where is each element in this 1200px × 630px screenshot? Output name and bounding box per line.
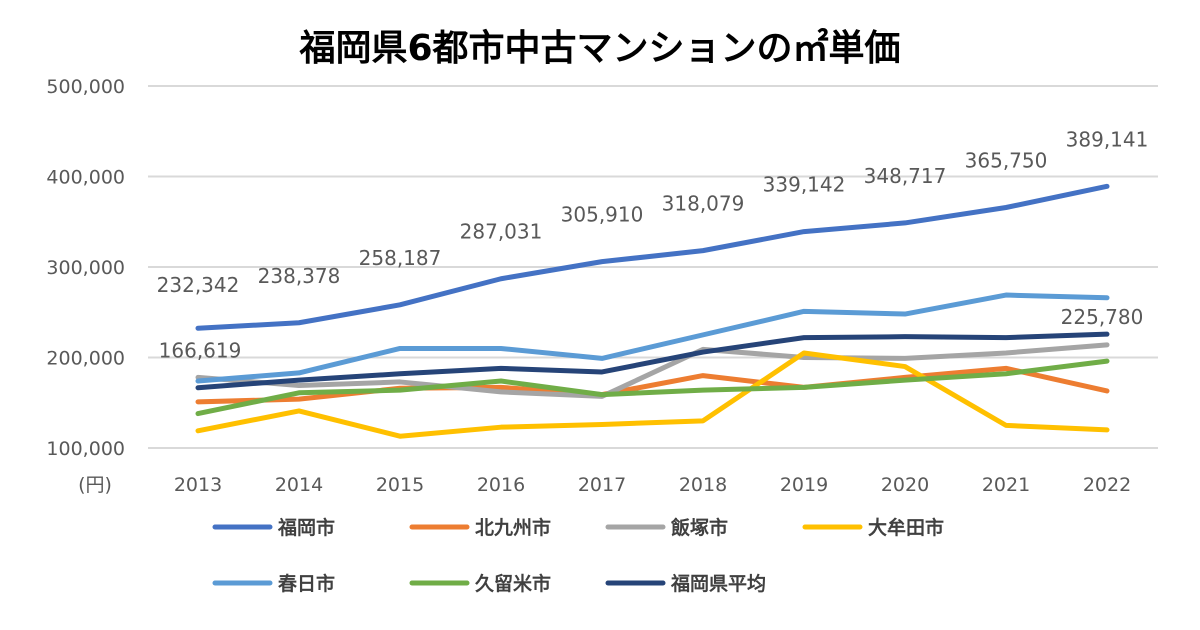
x-tick-label: 2017 [578,474,626,496]
data-label: 305,910 [561,203,644,227]
legend-label: 福岡市 [277,516,335,539]
legend-item: 福岡県平均 [605,572,766,595]
data-label: 339,142 [763,173,846,197]
data-label: 232,342 [157,273,240,297]
x-tick-label: 2020 [881,474,929,496]
series-line-2 [195,342,1110,399]
legend-item: 大牟田市 [802,516,944,539]
legend-item: 福岡市 [212,516,335,539]
legend-label: 久留米市 [475,572,551,595]
x-tick-label: 2016 [477,474,525,496]
series-line-3 [195,350,1110,439]
x-tick-label: 2014 [275,474,323,496]
y-tick-label: 400,000 [46,167,125,189]
x-tick-label: 2022 [1083,474,1131,496]
data-label: 166,619 [159,339,242,363]
data-label: 287,031 [460,220,543,244]
data-label: 348,717 [864,164,947,188]
data-label: 238,378 [258,264,341,288]
y-tick-label: 100,000 [46,438,125,460]
x-tick-label: 2013 [174,474,222,496]
y-tick-label: 500,000 [46,76,125,98]
x-tick-label: 2019 [780,474,828,496]
legend-label: 大牟田市 [868,516,944,539]
series-line-6 [195,331,1110,391]
data-label: 389,141 [1066,127,1149,151]
legend-item: 飯塚市 [605,516,728,539]
legend-label: 福岡県平均 [670,572,766,595]
legend-item: 春日市 [212,572,335,595]
legend-item: 久留米市 [409,572,551,595]
chart-title: 福岡県6都市中古マンションの㎡単価 [298,27,900,69]
data-label: 225,780 [1061,305,1144,329]
y-tick-label: 300,000 [46,257,125,279]
data-label: 258,187 [359,246,442,270]
legend-item: 北九州市 [409,516,551,539]
x-tick-label: 2021 [982,474,1030,496]
legend-label: 北九州市 [475,516,551,539]
y-tick-label: 200,000 [46,348,125,370]
x-tick-label: 2015 [376,474,424,496]
series-line-4 [195,292,1110,384]
series-line-5 [195,358,1110,417]
legend-label: 飯塚市 [670,516,728,539]
data-label: 365,750 [965,148,1048,172]
legend-label: 春日市 [278,572,335,595]
series-line-0 [195,183,1110,331]
y-axis-unit: (円) [78,474,112,496]
data-label: 318,079 [662,192,745,216]
x-tick-label: 2018 [679,474,727,496]
